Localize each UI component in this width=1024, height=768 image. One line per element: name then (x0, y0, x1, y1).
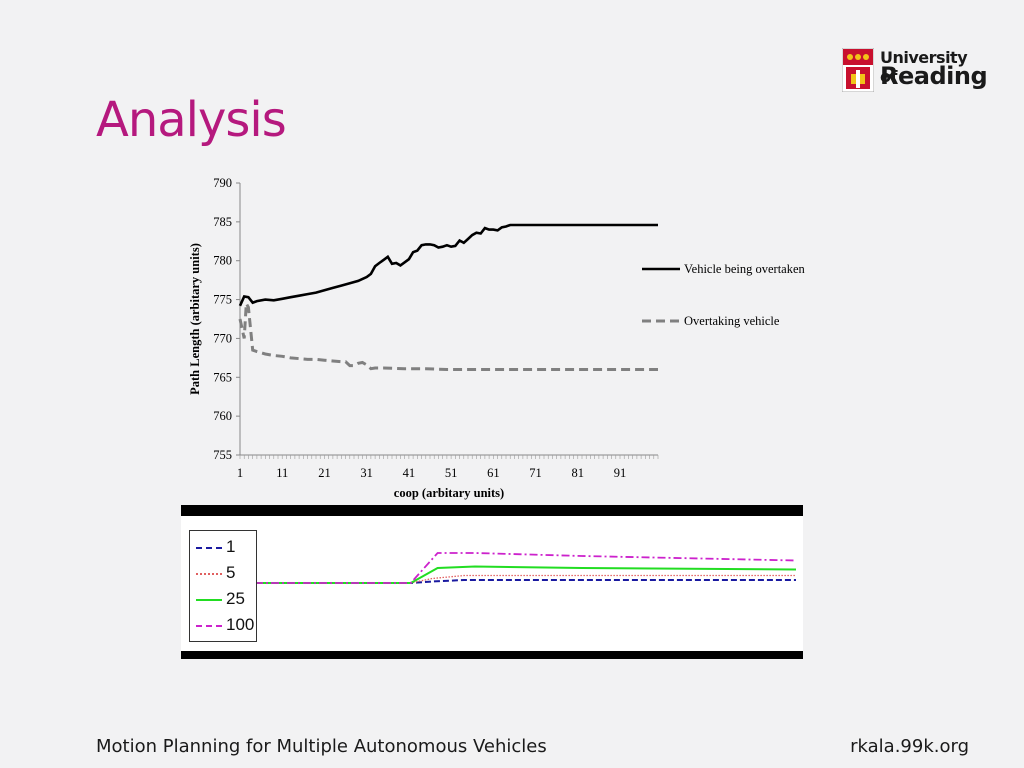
coop-legend: 1 5 25 100 (189, 530, 257, 642)
legend-item-1: 1 (196, 537, 256, 557)
logo-text-line2: Reading (880, 62, 988, 90)
legend-label-100: 100 (226, 615, 255, 634)
y-tick-label: 780 (213, 254, 232, 268)
legend-swatch-25 (196, 599, 222, 601)
university-crest-icon (842, 48, 874, 92)
legend-item-25: 25 (196, 589, 256, 609)
legend-label-25: 25 (226, 589, 245, 608)
x-tick-label: 11 (276, 466, 288, 480)
x-tick-label: 41 (403, 466, 416, 480)
y-tick-label: 760 (213, 409, 232, 423)
x-tick-label: 51 (445, 466, 458, 480)
y-tick-label: 775 (213, 293, 232, 307)
series-100 (191, 552, 797, 584)
x-tick-label: 61 (487, 466, 500, 480)
legend-label-1: 1 (226, 537, 236, 556)
y-tick-label: 770 (213, 331, 232, 345)
legend-item-5: 5 (196, 563, 256, 583)
y-tick-label: 755 (213, 448, 232, 462)
x-axis-label: coop (arbitary units) (394, 486, 504, 500)
legend-swatch-1 (196, 547, 222, 549)
university-logo: University of Reading (842, 48, 988, 94)
x-tick-label: 81 (572, 466, 585, 480)
footer-url: rkala.99k.org (850, 736, 969, 757)
legend-label-5: 5 (226, 563, 236, 582)
legend-label-vehicle-being-overtaken: Vehicle being overtaken (684, 262, 806, 276)
x-tick-label: 21 (318, 466, 331, 480)
legend-swatch-5 (196, 573, 222, 575)
coop-comparison-chart (181, 505, 803, 659)
logo-text-line1: University of (880, 48, 968, 86)
x-tick-label: 91 (614, 466, 627, 480)
y-tick-label: 790 (213, 176, 232, 190)
slide-title: Analysis (96, 92, 287, 148)
legend-label-overtaking-vehicle: Overtaking vehicle (684, 314, 780, 328)
footer-title: Motion Planning for Multiple Autonomous … (96, 736, 547, 757)
legend-swatch-100 (196, 625, 222, 627)
series-vehicle-being-overtaken (238, 223, 658, 307)
x-tick-label: 31 (360, 466, 373, 480)
y-tick-label: 765 (213, 370, 232, 384)
series-overtaking-vehicle (238, 298, 658, 371)
y-axis-label: Path Length (arbitary units) (188, 243, 202, 395)
legend-item-100: 100 (196, 615, 256, 635)
x-tick-label: 71 (529, 466, 542, 480)
x-tick-label: 1 (237, 466, 243, 480)
y-tick-label: 785 (213, 215, 232, 229)
